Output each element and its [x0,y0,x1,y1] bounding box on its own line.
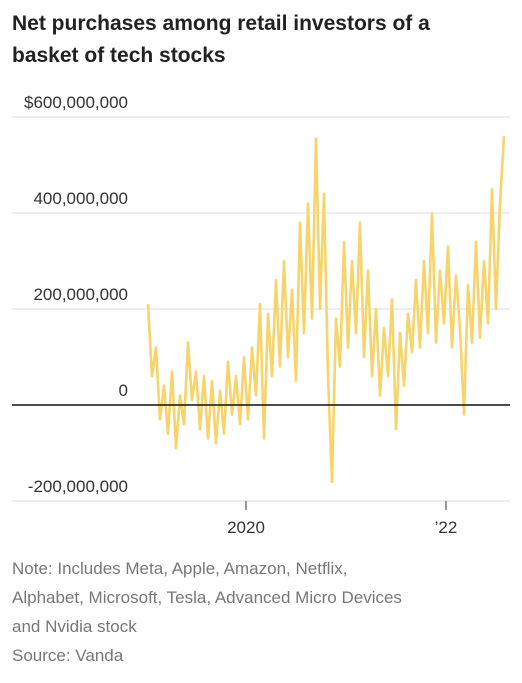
note-line: Alphabet, Microsoft, Tesla, Advanced Mic… [12,588,402,607]
chart: $600,000,000 400,000,000 200,000,000 0 -200,… [12,93,510,537]
x-tick-label: ’22 [435,518,458,537]
y-tick-label: 400,000,000 [33,189,128,208]
data-line [146,136,506,484]
y-tick-label: -200,000,000 [28,477,128,496]
chart-title: Net purchases among retail investors of … [12,12,430,67]
notes: Note: Includes Meta, Apple, Amazon, Netf… [12,554,402,670]
note-line: Note: Includes Meta, Apple, Amazon, Netf… [12,559,348,578]
note-line: and Nvidia stock [12,617,137,636]
source: Source: Vanda [12,646,124,665]
y-tick-label: 0 [119,381,128,400]
x-tick-label: 2020 [227,518,265,537]
y-tick-label: $600,000,000 [24,93,128,112]
y-tick-label: 200,000,000 [33,285,128,304]
